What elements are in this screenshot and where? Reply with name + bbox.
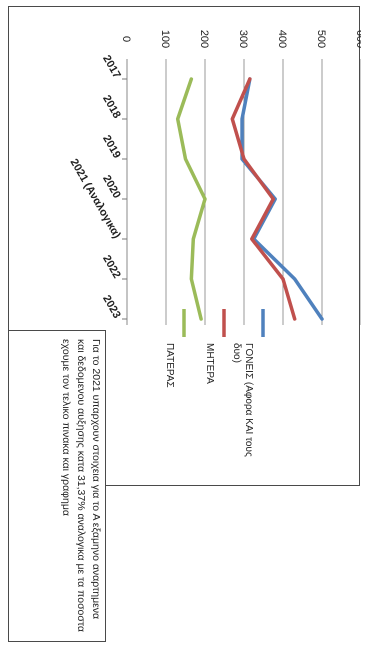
series-line-2 — [175, 77, 207, 321]
legend-label-goneis: ΓΟΝΕΙΣ (Αφορα ΚΑΙ τους δυο) — [231, 343, 254, 457]
y-tick-label-200: 200 — [198, 30, 210, 48]
x-tick-label-1: 2018 — [100, 93, 123, 120]
y-tick-label-100: 100 — [159, 30, 171, 48]
note-text: Για το 2021 υπαρχουν στοιχεια για το Α ε… — [60, 339, 102, 632]
y-tick-label-300: 300 — [237, 30, 249, 48]
x-tick-label-0: 2017 — [100, 53, 123, 80]
x-tick-label-6: 2023 — [100, 293, 123, 320]
legend-label-mitera: ΜΗΤΕΡΑ — [204, 343, 215, 384]
x-tick-label-5: 2022 — [100, 253, 123, 280]
x-tick-label-2: 2019 — [100, 133, 123, 160]
y-tick-label-500: 500 — [315, 30, 327, 48]
note-box: Για το 2021 υπαρχουν στοιχεια για το Α ε… — [8, 330, 106, 642]
x-tick-label-3: 2020 — [100, 173, 123, 200]
y-tick-label-400: 400 — [276, 30, 288, 48]
legend-label-pateras: ΠΑΤΕΡΑΣ — [164, 343, 175, 388]
series-line-0 — [240, 77, 324, 321]
y-tick-label-0: 0 — [120, 36, 132, 42]
line-chart: 0 100 200 300 400 500 60020172018201920202021 … — [68, 30, 361, 337]
y-tick-label-600: 600 — [354, 30, 361, 48]
series-line-1 — [230, 77, 297, 321]
